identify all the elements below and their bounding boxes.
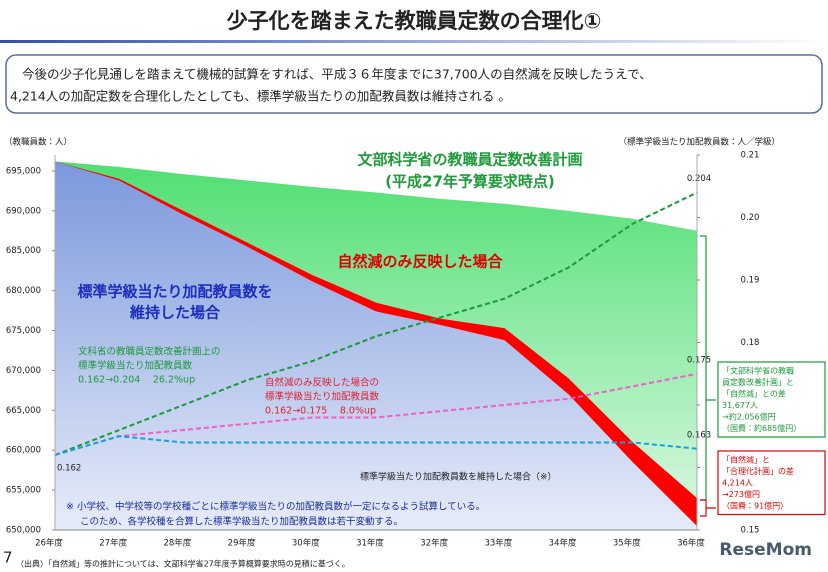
y2-tick-label: 0.18 bbox=[741, 338, 760, 348]
y2-tick-label: 0.15 bbox=[741, 526, 760, 536]
value-label: 0.204 bbox=[687, 174, 711, 184]
line bbox=[54, 191, 698, 456]
x-tick-label: 32年度 bbox=[420, 538, 448, 549]
line bbox=[54, 435, 698, 456]
value-label: 0.175 bbox=[687, 355, 711, 365]
series-label: 維持した場合 bbox=[129, 304, 221, 322]
series-label: 文部科学省の教職員定数改善計画 bbox=[357, 151, 582, 169]
bracket bbox=[700, 235, 716, 501]
y2-tick-label: 0.19 bbox=[741, 276, 760, 286]
callout-line: →約2,056億円 bbox=[722, 412, 776, 422]
series-label: (平成27年予算要求時点) bbox=[385, 173, 555, 191]
series-label: 0.162→0.204 26.2%up bbox=[78, 375, 195, 386]
callout-line: 「自然減」との差 bbox=[722, 389, 786, 399]
x-tick-label: 35年度 bbox=[613, 538, 641, 549]
y-axis-title: （教職員数：人） bbox=[4, 137, 72, 148]
series-label: 標準学級当たり加配教員数 bbox=[265, 391, 380, 403]
summary-box bbox=[5, 54, 823, 114]
y2-axis-title: （標準学級当たり加配教員数：人／学級） bbox=[618, 137, 780, 148]
note: このため、各学校種を合算した標準学級当たり加配教員数は若干変動する。 bbox=[80, 516, 403, 528]
callout-line: 31,677人 bbox=[722, 401, 758, 410]
x-tick-label: 28年度 bbox=[163, 538, 191, 549]
series-label: 標準学級当たり加配教員数を維持した場合（※） bbox=[360, 471, 557, 483]
series-label: 標準学級当たり加配教員数 bbox=[78, 360, 193, 372]
y2-tick-label: 0.21 bbox=[741, 151, 760, 161]
callout-box bbox=[717, 450, 826, 516]
series-label: 自然減のみ反映した場合の bbox=[265, 377, 379, 389]
page-number: 7 bbox=[3, 549, 13, 567]
x-tick-label: 30年度 bbox=[292, 538, 320, 549]
line bbox=[54, 372, 698, 456]
x-tick-label: 26年度 bbox=[35, 538, 63, 549]
callout-line: 「合理化計画」の差 bbox=[722, 466, 794, 476]
y-tick-label: 685,000 bbox=[6, 246, 41, 256]
title: 少子化を踏まえた教職員定数の合理化① bbox=[227, 9, 602, 33]
x-tick-label: 33年度 bbox=[484, 538, 512, 549]
value-label: 0.162 bbox=[57, 464, 81, 474]
callout-line: 「文部科学省の教職 bbox=[722, 366, 794, 376]
series-label: 標準学級当たり加配教員数を bbox=[77, 283, 272, 301]
x-tick-label: 29年度 bbox=[228, 538, 256, 549]
title-rule bbox=[0, 40, 828, 43]
logo: ReseMom bbox=[719, 540, 812, 560]
note: ※ 小学校、中学校等の学校種ごとに標準学級当たりの加配教員数が一定になるよう試算… bbox=[66, 501, 485, 513]
area bbox=[55, 161, 697, 530]
y-tick-label: 670,000 bbox=[6, 366, 41, 376]
y2-tick-label: 0.20 bbox=[741, 213, 760, 223]
y-tick-label: 660,000 bbox=[6, 446, 41, 456]
x-tick-label: 31年度 bbox=[356, 538, 384, 549]
series-label: 文科省の教職員定数改善計画上の bbox=[78, 346, 221, 358]
summary-line: 4,214人の加配定数を合理化したとしても、標準学級当たりの加配教員数は維持され… bbox=[10, 89, 511, 104]
y-tick-label: 690,000 bbox=[6, 206, 41, 216]
callout-line: （国費：約685億円） bbox=[722, 423, 801, 433]
callout-line: （国費：91億円） bbox=[722, 501, 788, 511]
callout-line: →273億円 bbox=[722, 489, 760, 499]
y-tick-label: 665,000 bbox=[6, 406, 41, 416]
value-label: 0.163 bbox=[687, 430, 711, 440]
plot: 0.204 0.175 0.162 0.163 650,000 655,000 660,00… bbox=[6, 151, 826, 549]
series-label: 自然減のみ反映した場合 bbox=[337, 253, 503, 271]
series-label: 0.162→0.175 8.0%up bbox=[265, 406, 376, 417]
callout-line: 4,214人 bbox=[722, 479, 753, 488]
callout-box bbox=[717, 361, 826, 438]
x-tick-label: 27年度 bbox=[99, 538, 127, 549]
y-tick-label: 675,000 bbox=[6, 326, 41, 336]
y-tick-label: 680,000 bbox=[6, 286, 41, 296]
callout-line: 員定数改善計画」と bbox=[722, 377, 794, 387]
summary-line: 今後の少子化見通しを踏まえて機械的試算をすれば、平成３６年度までに37,700人… bbox=[22, 67, 652, 82]
y-tick-label: 650,000 bbox=[6, 526, 41, 536]
y-tick-label: 655,000 bbox=[6, 486, 41, 496]
callout-line: 「自然減」と bbox=[722, 455, 770, 465]
source: （出典）「自然減」等の推計については、文部科学省27年度予算概算要求時の見積に基… bbox=[16, 559, 350, 569]
x-tick-label: 36年度 bbox=[677, 538, 705, 549]
y-tick-label: 695,000 bbox=[6, 166, 41, 176]
x-tick-label: 34年度 bbox=[549, 538, 577, 549]
bracket bbox=[700, 499, 716, 517]
